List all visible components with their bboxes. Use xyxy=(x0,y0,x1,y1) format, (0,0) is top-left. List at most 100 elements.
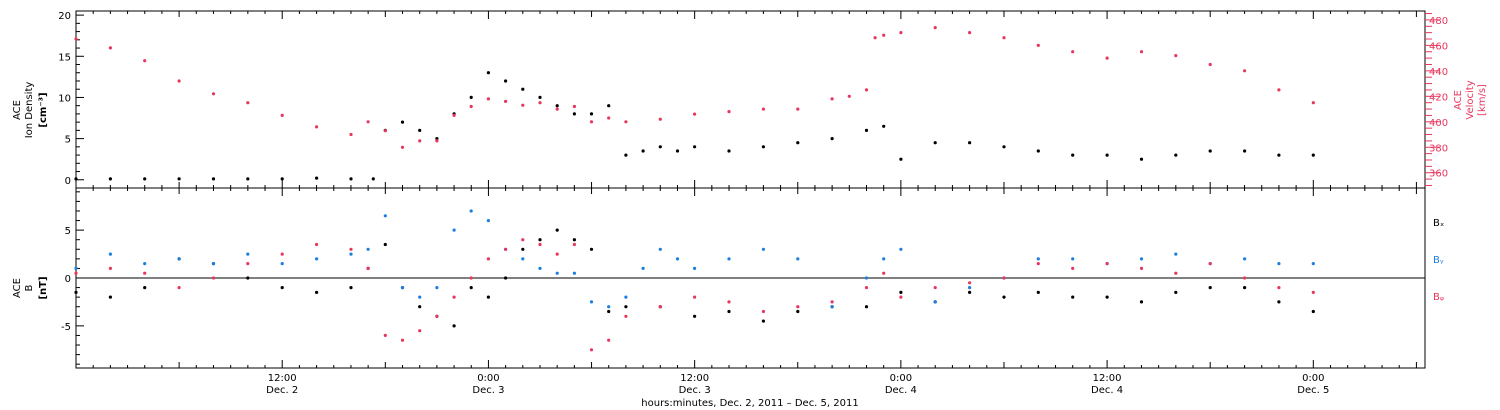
Bz-point xyxy=(366,266,370,270)
b-tick-label: 5 xyxy=(65,226,71,237)
velocity-point xyxy=(864,88,869,92)
Bz-point xyxy=(899,295,903,299)
x-tick-label-date: Dec. 4 xyxy=(1091,385,1123,396)
velocity-point xyxy=(555,107,559,111)
b-tick-label: -5 xyxy=(61,322,71,333)
By-point xyxy=(400,286,405,290)
velocity-point xyxy=(1277,88,1281,92)
Bx-point xyxy=(504,276,508,280)
Bx-point xyxy=(521,247,525,251)
plasma-panel-ticks: 0 5 10 15 20 360 380 400 420 440 460 480 xyxy=(58,11,1448,188)
Bx-point xyxy=(796,309,800,314)
By-point xyxy=(864,276,869,280)
Bz-point xyxy=(452,295,456,299)
Bz-point xyxy=(607,338,611,342)
density-tick-label: 15 xyxy=(58,52,71,63)
velocity-point xyxy=(589,120,594,124)
Bz-point xyxy=(933,286,937,290)
plasma-panel: 0 5 10 15 20 360 380 400 420 440 460 480 ACE Ion De… xyxy=(12,10,1488,189)
Bx-point xyxy=(1208,286,1212,290)
By-point xyxy=(555,271,559,275)
Bz-point xyxy=(1002,276,1006,280)
By-point xyxy=(74,266,78,270)
density-tick-label: 10 xyxy=(58,93,71,104)
density-point xyxy=(761,145,766,149)
density-point xyxy=(1311,153,1315,157)
Bx-point xyxy=(624,305,628,309)
By-point xyxy=(1243,257,1247,261)
velocity-point xyxy=(108,46,112,50)
Bz-point xyxy=(1036,262,1040,266)
b-tick-label: 0 xyxy=(65,274,71,285)
density-point xyxy=(280,177,284,181)
Bx-point xyxy=(1105,295,1109,299)
Bz-point xyxy=(246,262,250,266)
Bz-point xyxy=(624,314,628,318)
velocity-point xyxy=(504,99,508,103)
density-point xyxy=(589,112,594,116)
By-point xyxy=(486,219,490,223)
Bz-point xyxy=(864,286,869,290)
density-point xyxy=(74,177,78,181)
x-tick-label-time: 12:00 xyxy=(268,373,297,384)
density-point xyxy=(177,177,181,181)
By-point xyxy=(280,262,284,266)
legend-bx: Bₓ xyxy=(1433,218,1444,229)
density-point xyxy=(624,153,628,157)
By-point xyxy=(1277,262,1281,266)
density-point xyxy=(108,177,112,181)
velocity-point xyxy=(1174,54,1178,58)
Bz-point xyxy=(435,314,439,318)
velocity-point xyxy=(383,129,387,133)
Bz-point xyxy=(383,333,387,337)
velocity-point xyxy=(1208,62,1212,67)
By-point xyxy=(315,257,319,261)
density-point xyxy=(1071,153,1075,157)
Bx-point xyxy=(486,295,490,299)
Bx-point xyxy=(452,324,456,328)
density-point xyxy=(864,128,869,132)
By-point xyxy=(761,247,766,251)
density-point xyxy=(504,79,508,83)
velocity-point xyxy=(847,94,851,98)
By-point xyxy=(246,252,250,256)
Bz-point xyxy=(400,338,405,342)
density-point xyxy=(830,137,834,141)
Bz-point xyxy=(693,295,697,299)
Bz-point xyxy=(1277,286,1281,290)
By-point xyxy=(675,257,680,261)
Bx-point xyxy=(968,290,972,294)
Bx-point xyxy=(538,238,542,242)
density-point xyxy=(246,177,250,181)
Bz-point xyxy=(538,242,542,247)
Bz-point xyxy=(727,300,731,304)
velocity-axis-label-line3: [km/s] xyxy=(1477,84,1488,116)
density-point xyxy=(400,120,405,124)
velocity-point xyxy=(968,30,972,35)
Bz-point xyxy=(1105,262,1109,266)
By-point xyxy=(968,286,972,290)
velocity-point xyxy=(873,36,877,40)
density-point xyxy=(469,95,473,99)
Bz-point xyxy=(108,266,112,270)
Bz-point xyxy=(1311,290,1315,294)
Bx-point xyxy=(1174,290,1178,294)
By-point xyxy=(624,295,628,299)
Bz-point xyxy=(211,276,216,280)
density-point xyxy=(1105,153,1109,157)
By-point xyxy=(830,305,834,309)
Bx-point xyxy=(864,305,869,309)
Bz-point xyxy=(572,242,577,247)
Bx-point xyxy=(1002,295,1006,299)
Bz-point xyxy=(589,348,594,352)
density-point xyxy=(486,71,490,75)
Bz-point xyxy=(521,238,525,242)
Bz-point xyxy=(177,286,181,290)
x-tick-label-date: Dec. 3 xyxy=(679,385,711,396)
By-point xyxy=(882,257,886,261)
By-point xyxy=(933,300,937,304)
Bx-point xyxy=(349,286,353,290)
plasma-panel-frame xyxy=(75,10,1426,189)
Bx-point xyxy=(1139,300,1144,304)
